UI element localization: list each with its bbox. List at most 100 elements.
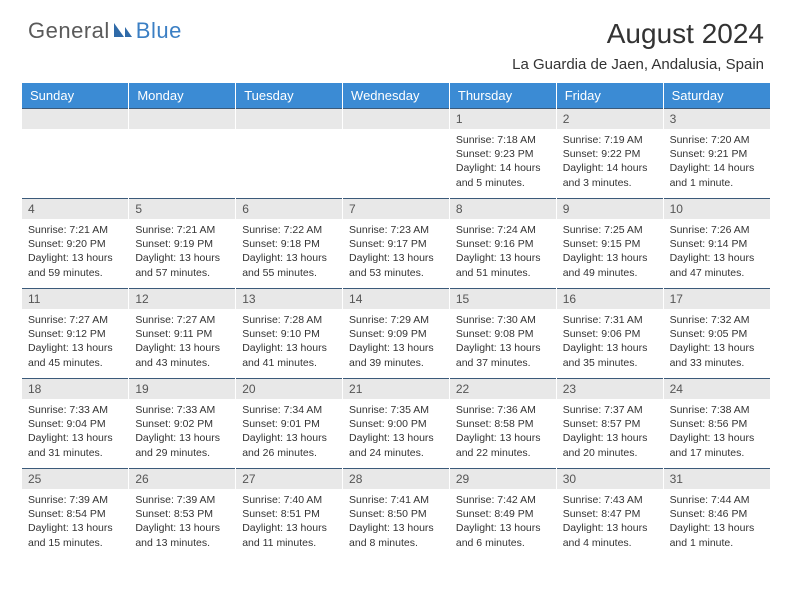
day-number bbox=[22, 108, 128, 129]
day-number: 5 bbox=[129, 198, 235, 219]
sunset-text: Sunset: 9:10 PM bbox=[242, 327, 336, 341]
daylight-text: Daylight: 13 hours and 37 minutes. bbox=[456, 341, 550, 369]
daylight-text: Daylight: 13 hours and 17 minutes. bbox=[670, 431, 764, 459]
calendar-day-cell: 1Sunrise: 7:18 AMSunset: 9:23 PMDaylight… bbox=[449, 108, 556, 198]
calendar-day-cell bbox=[236, 108, 343, 198]
calendar-day-cell: 11Sunrise: 7:27 AMSunset: 9:12 PMDayligh… bbox=[22, 288, 129, 378]
sunset-text: Sunset: 8:54 PM bbox=[28, 507, 122, 521]
weekday-header: Wednesday bbox=[343, 83, 450, 108]
day-number: 27 bbox=[236, 468, 342, 489]
sunrise-text: Sunrise: 7:38 AM bbox=[670, 403, 764, 417]
calendar-body: 1Sunrise: 7:18 AMSunset: 9:23 PMDaylight… bbox=[22, 108, 770, 558]
sunset-text: Sunset: 9:01 PM bbox=[242, 417, 336, 431]
calendar-day-cell: 2Sunrise: 7:19 AMSunset: 9:22 PMDaylight… bbox=[556, 108, 663, 198]
calendar-day-cell: 25Sunrise: 7:39 AMSunset: 8:54 PMDayligh… bbox=[22, 468, 129, 558]
sunrise-text: Sunrise: 7:20 AM bbox=[670, 133, 764, 147]
day-number: 17 bbox=[664, 288, 770, 309]
calendar-day-cell: 21Sunrise: 7:35 AMSunset: 9:00 PMDayligh… bbox=[343, 378, 450, 468]
sunset-text: Sunset: 9:19 PM bbox=[135, 237, 229, 251]
sunrise-text: Sunrise: 7:18 AM bbox=[456, 133, 550, 147]
brand-blue: Blue bbox=[116, 18, 182, 44]
calendar-day-cell: 17Sunrise: 7:32 AMSunset: 9:05 PMDayligh… bbox=[663, 288, 770, 378]
calendar-day-cell: 30Sunrise: 7:43 AMSunset: 8:47 PMDayligh… bbox=[556, 468, 663, 558]
sunrise-text: Sunrise: 7:44 AM bbox=[670, 493, 764, 507]
day-number: 21 bbox=[343, 378, 449, 399]
calendar-day-cell bbox=[22, 108, 129, 198]
sunrise-text: Sunrise: 7:34 AM bbox=[242, 403, 336, 417]
weekday-header: Tuesday bbox=[236, 83, 343, 108]
day-content: Sunrise: 7:42 AMSunset: 8:49 PMDaylight:… bbox=[450, 489, 556, 556]
calendar-day-cell: 27Sunrise: 7:40 AMSunset: 8:51 PMDayligh… bbox=[236, 468, 343, 558]
day-content: Sunrise: 7:34 AMSunset: 9:01 PMDaylight:… bbox=[236, 399, 342, 466]
title-block: August 2024 La Guardia de Jaen, Andalusi… bbox=[512, 18, 764, 73]
day-number: 26 bbox=[129, 468, 235, 489]
day-number: 12 bbox=[129, 288, 235, 309]
sunset-text: Sunset: 9:18 PM bbox=[242, 237, 336, 251]
day-content: Sunrise: 7:23 AMSunset: 9:17 PMDaylight:… bbox=[343, 219, 449, 286]
sunset-text: Sunset: 9:04 PM bbox=[28, 417, 122, 431]
sunset-text: Sunset: 9:17 PM bbox=[349, 237, 443, 251]
sunset-text: Sunset: 9:16 PM bbox=[456, 237, 550, 251]
day-content: Sunrise: 7:31 AMSunset: 9:06 PMDaylight:… bbox=[557, 309, 663, 376]
sunset-text: Sunset: 8:49 PM bbox=[456, 507, 550, 521]
calendar-day-cell: 9Sunrise: 7:25 AMSunset: 9:15 PMDaylight… bbox=[556, 198, 663, 288]
sunrise-text: Sunrise: 7:43 AM bbox=[563, 493, 657, 507]
sunrise-text: Sunrise: 7:33 AM bbox=[135, 403, 229, 417]
daylight-text: Daylight: 13 hours and 47 minutes. bbox=[670, 251, 764, 279]
sunset-text: Sunset: 9:08 PM bbox=[456, 327, 550, 341]
sunset-text: Sunset: 9:09 PM bbox=[349, 327, 443, 341]
sunrise-text: Sunrise: 7:39 AM bbox=[28, 493, 122, 507]
day-content: Sunrise: 7:25 AMSunset: 9:15 PMDaylight:… bbox=[557, 219, 663, 286]
weekday-header: Monday bbox=[129, 83, 236, 108]
daylight-text: Daylight: 13 hours and 31 minutes. bbox=[28, 431, 122, 459]
day-content: Sunrise: 7:26 AMSunset: 9:14 PMDaylight:… bbox=[664, 219, 770, 286]
day-content: Sunrise: 7:18 AMSunset: 9:23 PMDaylight:… bbox=[450, 129, 556, 196]
day-number: 22 bbox=[450, 378, 556, 399]
calendar-table: Sunday Monday Tuesday Wednesday Thursday… bbox=[22, 83, 770, 558]
day-number bbox=[236, 108, 342, 129]
sunset-text: Sunset: 9:00 PM bbox=[349, 417, 443, 431]
daylight-text: Daylight: 13 hours and 55 minutes. bbox=[242, 251, 336, 279]
calendar-day-cell: 13Sunrise: 7:28 AMSunset: 9:10 PMDayligh… bbox=[236, 288, 343, 378]
sunset-text: Sunset: 9:23 PM bbox=[456, 147, 550, 161]
day-content: Sunrise: 7:27 AMSunset: 9:11 PMDaylight:… bbox=[129, 309, 235, 376]
day-content: Sunrise: 7:29 AMSunset: 9:09 PMDaylight:… bbox=[343, 309, 449, 376]
sunrise-text: Sunrise: 7:22 AM bbox=[242, 223, 336, 237]
sunset-text: Sunset: 9:21 PM bbox=[670, 147, 764, 161]
sunset-text: Sunset: 8:57 PM bbox=[563, 417, 657, 431]
day-number: 6 bbox=[236, 198, 342, 219]
sunrise-text: Sunrise: 7:25 AM bbox=[563, 223, 657, 237]
day-number: 24 bbox=[664, 378, 770, 399]
daylight-text: Daylight: 13 hours and 20 minutes. bbox=[563, 431, 657, 459]
sunset-text: Sunset: 8:46 PM bbox=[670, 507, 764, 521]
daylight-text: Daylight: 13 hours and 15 minutes. bbox=[28, 521, 122, 549]
day-number: 8 bbox=[450, 198, 556, 219]
calendar-day-cell: 3Sunrise: 7:20 AMSunset: 9:21 PMDaylight… bbox=[663, 108, 770, 198]
sunrise-text: Sunrise: 7:21 AM bbox=[28, 223, 122, 237]
daylight-text: Daylight: 13 hours and 39 minutes. bbox=[349, 341, 443, 369]
sunrise-text: Sunrise: 7:21 AM bbox=[135, 223, 229, 237]
calendar-day-cell: 12Sunrise: 7:27 AMSunset: 9:11 PMDayligh… bbox=[129, 288, 236, 378]
daylight-text: Daylight: 14 hours and 1 minute. bbox=[670, 161, 764, 189]
calendar-day-cell: 19Sunrise: 7:33 AMSunset: 9:02 PMDayligh… bbox=[129, 378, 236, 468]
sunset-text: Sunset: 9:14 PM bbox=[670, 237, 764, 251]
calendar-week-row: 4Sunrise: 7:21 AMSunset: 9:20 PMDaylight… bbox=[22, 198, 770, 288]
sunset-text: Sunset: 9:02 PM bbox=[135, 417, 229, 431]
daylight-text: Daylight: 13 hours and 45 minutes. bbox=[28, 341, 122, 369]
day-number: 14 bbox=[343, 288, 449, 309]
sunset-text: Sunset: 9:20 PM bbox=[28, 237, 122, 251]
day-content: Sunrise: 7:39 AMSunset: 8:54 PMDaylight:… bbox=[22, 489, 128, 556]
day-content: Sunrise: 7:44 AMSunset: 8:46 PMDaylight:… bbox=[664, 489, 770, 556]
sunset-text: Sunset: 8:56 PM bbox=[670, 417, 764, 431]
daylight-text: Daylight: 13 hours and 13 minutes. bbox=[135, 521, 229, 549]
day-number bbox=[343, 108, 449, 129]
calendar-day-cell: 28Sunrise: 7:41 AMSunset: 8:50 PMDayligh… bbox=[343, 468, 450, 558]
day-number: 31 bbox=[664, 468, 770, 489]
sunrise-text: Sunrise: 7:27 AM bbox=[135, 313, 229, 327]
calendar-day-cell: 7Sunrise: 7:23 AMSunset: 9:17 PMDaylight… bbox=[343, 198, 450, 288]
sunrise-text: Sunrise: 7:29 AM bbox=[349, 313, 443, 327]
sunset-text: Sunset: 9:12 PM bbox=[28, 327, 122, 341]
calendar-day-cell: 15Sunrise: 7:30 AMSunset: 9:08 PMDayligh… bbox=[449, 288, 556, 378]
page-header: General Blue August 2024 La Guardia de J… bbox=[0, 0, 792, 77]
daylight-text: Daylight: 13 hours and 24 minutes. bbox=[349, 431, 443, 459]
